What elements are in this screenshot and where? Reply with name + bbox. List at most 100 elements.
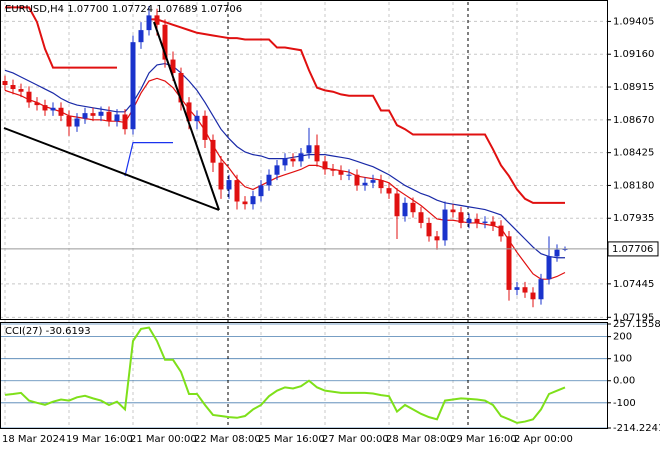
y-tick-label: 100 [613, 354, 632, 365]
cci-title: CCI(27) -30.6193 [5, 326, 91, 337]
candle-body [90, 113, 96, 116]
candle-body [210, 139, 216, 163]
candle-body [538, 279, 544, 300]
y-tick-label: -100 [613, 398, 636, 409]
candle-body [170, 59, 176, 73]
candle-body [330, 169, 336, 171]
x-tick-label: 25 Mar 16:00 [258, 434, 325, 445]
candle-body [10, 85, 16, 90]
trendline [153, 21, 220, 211]
candle-body [178, 72, 184, 103]
x-tick-label: 19 Mar 16:00 [66, 434, 133, 445]
candle-body [530, 292, 536, 300]
candle-body [42, 105, 48, 111]
candle-body [138, 30, 144, 43]
x-tick-label: 2 Apr 00:00 [514, 434, 573, 445]
candle-body [434, 236, 440, 241]
candle-body [306, 145, 312, 154]
candle-body [338, 170, 344, 175]
candle-body [258, 185, 264, 197]
candle-body [394, 193, 400, 217]
candle-body [458, 212, 464, 223]
y-tick-label: 1.07195 [613, 312, 654, 323]
x-tick-label: 28 Mar 08:00 [386, 434, 453, 445]
indicator-line [4, 326, 566, 424]
candle-body [122, 114, 128, 130]
candle-body [26, 91, 32, 103]
current-price-box [607, 241, 659, 257]
y-tick-label: 1.08915 [613, 82, 654, 93]
candle-body [274, 165, 280, 175]
candle-body [242, 201, 248, 205]
candle-body [514, 287, 520, 290]
candle-body [2, 81, 8, 86]
candle-body [82, 113, 88, 119]
y-tick-label: 1.08180 [613, 180, 654, 191]
candle-body [506, 236, 512, 290]
y-tick-label: -214.2241 [613, 423, 660, 434]
chart-title: EURUSD,H4 1.07700 1.07724 1.07689 1.0770… [5, 4, 242, 15]
candle-body [322, 161, 328, 170]
candle-body [50, 107, 56, 111]
candle-body [370, 180, 376, 183]
x-tick-label: 22 Mar 08:00 [194, 434, 261, 445]
x-tick-label: 21 Mar 00:00 [130, 434, 197, 445]
y-tick-label: 1.08670 [613, 115, 654, 126]
candle-body [234, 180, 240, 202]
candle-body [74, 118, 80, 127]
candle-body [474, 218, 480, 223]
candle-body [466, 218, 472, 223]
y-tick-label: 1.09160 [613, 49, 654, 60]
y-tick-label: 1.07935 [613, 213, 654, 224]
candle-body [130, 42, 136, 130]
candle-body [410, 202, 416, 213]
candle-body [402, 202, 408, 217]
candle-body [18, 89, 24, 92]
y-tick-label: 200 [613, 332, 632, 343]
candle-body [362, 182, 368, 186]
candle-body [378, 180, 384, 189]
candle-body [490, 221, 496, 226]
candle-body [266, 174, 272, 186]
candle-body [546, 256, 552, 280]
candle-body [34, 102, 40, 106]
candle-body [226, 180, 232, 190]
y-tick-label: 0.00 [613, 376, 635, 387]
candle-body [498, 225, 504, 237]
candle-body [98, 111, 104, 116]
candle-body [522, 287, 528, 293]
candle-body [314, 145, 320, 162]
candle-body [58, 107, 64, 116]
candle-body [114, 114, 120, 122]
candle-body [154, 15, 160, 25]
x-tick-label: 18 Mar 2024 [2, 434, 65, 445]
candle-body [386, 188, 392, 194]
candle-body [426, 222, 432, 237]
indicator-line [4, 77, 566, 280]
candle-body [442, 209, 448, 241]
y-tick-label: 1.08425 [613, 148, 654, 159]
indicator-line [124, 141, 173, 177]
candle-body [482, 221, 488, 223]
y-tick-label: 1.07445 [613, 279, 654, 290]
y-tick-label: 257.1558 [613, 319, 660, 330]
y-tick-label: 1.09405 [613, 16, 654, 27]
candle-body [146, 15, 152, 31]
candle-body [554, 249, 560, 257]
candle-body [250, 196, 256, 205]
cci-last-value: -30.6193 [46, 326, 91, 337]
candle-body [194, 115, 200, 122]
candle-body [202, 115, 208, 140]
candle-body [162, 24, 168, 60]
candle-body [346, 174, 352, 176]
cci-frame [0, 322, 608, 429]
candle-body [290, 158, 296, 162]
candle-body [218, 162, 224, 190]
cci-name: CCI(27) [5, 326, 43, 337]
candle-body [66, 115, 72, 127]
candle-body [354, 174, 360, 186]
trendline [3, 127, 220, 211]
plot [0, 6, 607, 424]
